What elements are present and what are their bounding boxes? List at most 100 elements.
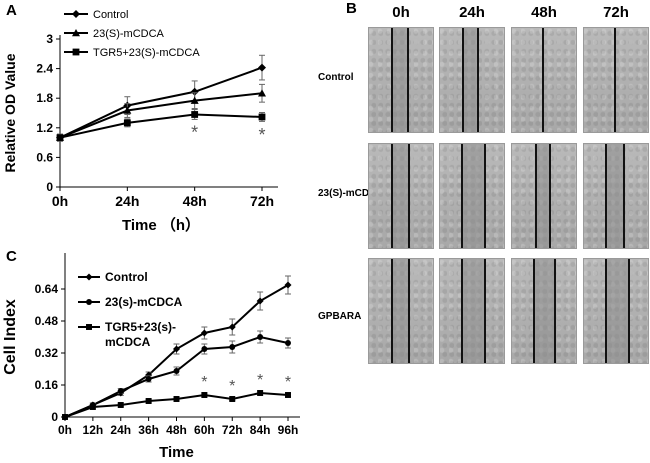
x-tick-label: 0h [58,423,72,437]
wound-photo-mcdca-72h [583,143,649,249]
x-tick-label: 84h [250,423,271,437]
data-point-2 [229,396,236,402]
x-tick-label: 48h [166,423,187,437]
wound-photo-gpbara-48h [511,258,577,364]
y-tick-label: 1.2 [36,121,53,135]
y-tick-label: 0 [46,180,53,194]
significance-star: * [191,122,198,142]
x-tick-label: 0h [52,193,68,209]
data-point-0 [228,323,236,331]
row-header: 23(S)-mCDCA [318,188,384,199]
x-tick-label: 72h [222,423,243,437]
data-point-2 [173,396,180,402]
data-point-2 [62,414,68,420]
x-tick-label: 96h [278,423,299,437]
y-axis-title: Relative OD Value [2,53,18,172]
x-axis-title: Time （h） [122,216,200,234]
significance-star: * [285,374,291,391]
row-header: GPBARA [318,311,362,322]
legend-label: mCDCA [105,335,151,349]
y-tick-label: 1.8 [36,91,53,105]
series-line-2 [59,113,263,139]
x-tick-label: 60h [194,423,215,437]
data-point-0 [173,345,180,353]
data-point-1 [117,388,124,394]
series-line-1 [59,92,263,139]
legend-label: 23(S)-mCDCA [93,28,165,40]
y-tick-label: 0.32 [35,346,59,360]
legend-label: Control [93,9,128,21]
y-tick-label: 0.48 [35,314,59,328]
data-point-2 [123,119,131,127]
x-tick-label: 24h [115,193,139,209]
data-point-2 [201,392,208,398]
panel-label-b: B [346,0,357,17]
wound-photo-mcdca-24h [439,143,505,249]
data-point-2 [145,398,152,404]
significance-star: * [229,378,235,395]
data-point-0 [284,281,292,289]
chart-a-svg: 0 0.6 1.2 1.8 2.4 3 0h 24h 48h 72h Time （h） Relativ… [2,9,278,234]
data-point-2 [89,404,96,410]
wound-photo-mcdca-48h [511,143,577,249]
y-tick-label: 0 [51,410,58,424]
data-point-0 [258,63,266,72]
legend-label: TGR5+23(s)- [105,320,176,334]
y-tick-label: 0.64 [35,282,59,296]
data-point-2 [258,113,266,121]
data-point-0 [190,87,199,96]
legend-marker [72,29,80,37]
row-header: Control [318,72,354,83]
wound-photo-control-72h [583,27,649,133]
y-axis-title: Cell Index [2,299,19,375]
legend-label: TGR5+23(S)-mCDCA [93,47,200,59]
data-point-0 [256,297,264,305]
legend-label: Control [105,270,148,284]
data-point-0 [200,329,208,337]
y-tick-label: 0.6 [36,150,53,164]
column-header: 24h [459,4,485,21]
data-point-1 [285,340,291,346]
column-header: 0h [392,4,410,21]
y-tick-label: 3 [46,32,53,46]
significance-star: * [201,374,207,391]
wound-photo-gpbara-24h [439,258,505,364]
significance-star: * [258,125,265,145]
data-point-1 [145,376,152,382]
series-line-0 [59,66,263,139]
significance-star: * [257,372,263,389]
data-point-1 [258,89,266,97]
x-tick-label: 72h [250,193,274,209]
data-point-1 [123,106,132,114]
column-header: 48h [531,4,557,21]
data-point-2 [257,390,264,396]
wound-photo-mcdca-0h [368,143,434,249]
x-tick-label: 24h [110,423,131,437]
wound-photo-gpbara-72h [583,258,649,364]
data-point-1 [257,334,264,340]
data-point-1 [173,368,180,374]
panel-label-c: C [6,248,17,265]
legend-marker [86,299,92,305]
y-tick-label: 0.16 [35,378,59,392]
chart-c-svg: 0 0.16 0.32 0.48 0.64 0h 12h 24h 36h 48h 60h 72h 84h… [2,253,300,461]
legend-label: 23(s)-mCDCA [105,295,183,309]
x-tick-label: 36h [138,423,159,437]
data-point-2 [56,134,64,142]
legend-marker [72,10,80,18]
wound-photo-control-24h [439,27,505,133]
data-point-2 [285,392,291,398]
column-header: 72h [603,4,629,21]
data-point-2 [117,402,124,408]
data-point-1 [229,344,236,350]
data-point-2 [191,111,199,118]
y-tick-label: 2.4 [36,62,53,76]
data-point-1 [201,346,208,352]
x-tick-label: 48h [183,193,207,209]
legend-marker [85,273,93,281]
x-axis-title: Time [159,444,194,461]
wound-photo-control-0h [368,27,434,133]
legend-marker [86,324,92,330]
panel-label-a: A [6,2,17,19]
wound-photo-control-48h [511,27,577,133]
